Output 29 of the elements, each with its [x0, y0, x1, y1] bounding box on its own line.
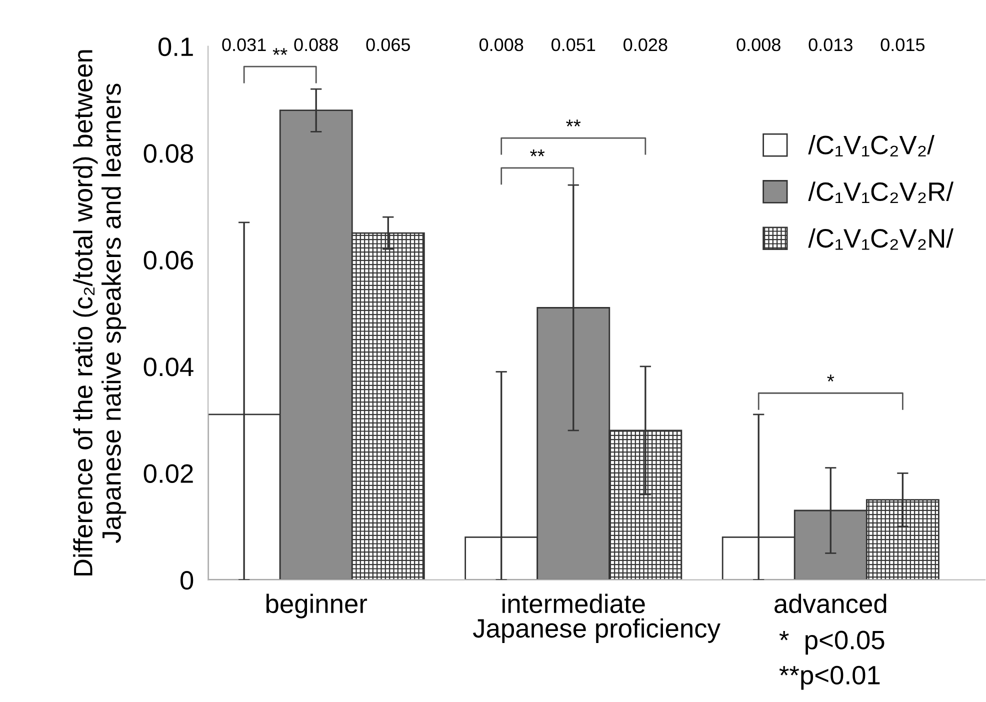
annotation: 0.088: [294, 38, 338, 52]
legend-label: /C₁V₁C₂V₂/: [808, 135, 934, 156]
legend-label: /C₁V₁C₂V₂N/: [808, 228, 954, 250]
y-tick-label: 0.02: [144, 464, 193, 483]
x-axis-title: Japanese proficiency: [472, 618, 720, 643]
annotation: 0.013: [808, 38, 852, 52]
annotation: 0.015: [880, 38, 925, 52]
annotation: 0.008: [736, 38, 780, 52]
text: * p<0.05: [779, 630, 884, 655]
y-tick-label: 0.04: [144, 358, 194, 376]
annotation: 0.028: [624, 38, 668, 52]
y-tick-label: 0.08: [144, 144, 194, 163]
y-axis-title: Difference of the ratio (c₂/total word) between Japanese native speakers and learners: [73, 50, 126, 576]
annotation: **: [530, 149, 545, 156]
annotation: **: [272, 48, 288, 55]
annotation: 0.008: [479, 38, 524, 52]
x-tick-label: intermediate: [502, 594, 645, 614]
y-tick-label: 0.1: [158, 37, 193, 56]
annotation: *: [827, 374, 834, 382]
annotation: 0.051: [551, 38, 596, 52]
x-tick-label: beginner: [266, 594, 368, 618]
text: **p<0.01: [779, 666, 880, 690]
annotation: 0.065: [366, 38, 410, 52]
annotation: 0.031: [222, 38, 266, 52]
legend-label: /C₁V₁C₂V₂R/: [808, 182, 954, 204]
x-tick-label: advanced: [774, 594, 886, 614]
annotation: **: [566, 120, 581, 126]
y-tick-label: 0: [180, 570, 194, 590]
y-tick-label: 0.06: [144, 250, 193, 270]
